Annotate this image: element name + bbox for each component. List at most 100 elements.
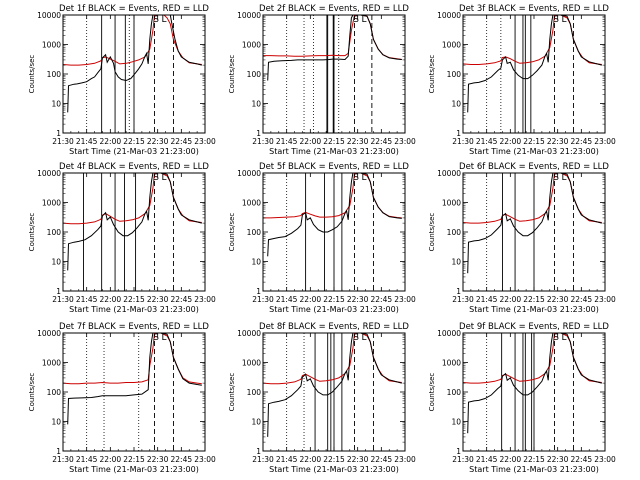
y-tick-label: 100 xyxy=(47,70,62,79)
y-tick-label: 10 xyxy=(451,100,461,109)
y-tick-label: 1 xyxy=(56,129,61,138)
y-tick-label: 1 xyxy=(256,447,261,456)
marker-label: L xyxy=(561,333,566,343)
y-axis-label: Counts/sec xyxy=(28,55,36,94)
y-tick-label: 1 xyxy=(456,447,461,456)
x-tick-label: 22:30 xyxy=(547,295,569,304)
x-tick-label: 21:45 xyxy=(476,455,498,464)
x-tick-label: 22:30 xyxy=(347,455,369,464)
y-tick-label: 10 xyxy=(251,100,261,109)
x-tick-label: 22:45 xyxy=(171,455,193,464)
y-tick-label: 1 xyxy=(56,447,61,456)
y-tick-label: 10000 xyxy=(437,11,461,20)
x-tick-label: 22:00 xyxy=(500,295,522,304)
marker-label: L xyxy=(161,173,166,183)
x-tick-label: 23:00 xyxy=(194,295,216,304)
x-tick-label: 21:45 xyxy=(76,295,98,304)
x-tick-label: 22:00 xyxy=(300,137,322,146)
y-tick-label: 100 xyxy=(447,228,462,237)
x-tick-label: 22:00 xyxy=(500,137,522,146)
x-tick-label: 21:30 xyxy=(252,137,274,146)
panel-title: Det 9f BLACK = Events, RED = LLD xyxy=(459,322,609,332)
x-tick-label: 22:45 xyxy=(171,137,193,146)
y-tick-label: 10000 xyxy=(237,329,261,338)
x-tick-label: 22:15 xyxy=(123,455,145,464)
y-tick-label: 10000 xyxy=(37,169,61,178)
marker-label: S xyxy=(353,15,359,25)
x-tick-label: 21:30 xyxy=(52,455,74,464)
x-tick-label: 23:00 xyxy=(594,137,616,146)
x-axis-label: Start Time (21-Mar-03 21:23:00) xyxy=(469,147,599,156)
marker-label: S xyxy=(553,333,559,343)
y-axis-label: Counts/sec xyxy=(428,373,436,412)
x-tick-label: 21:30 xyxy=(452,295,474,304)
y-tick-label: 100 xyxy=(247,388,262,397)
marker-label: S xyxy=(353,333,359,343)
y-tick-label: 100 xyxy=(47,228,62,237)
marker-label: S xyxy=(553,173,559,183)
x-tick-label: 21:45 xyxy=(276,295,298,304)
marker-label: S xyxy=(153,173,159,183)
plot-area xyxy=(263,15,402,133)
y-tick-label: 1000 xyxy=(42,199,61,208)
x-tick-label: 21:45 xyxy=(476,295,498,304)
x-tick-label: 22:15 xyxy=(323,455,345,464)
marker-label: L xyxy=(561,173,566,183)
x-tick-label: 21:45 xyxy=(276,137,298,146)
y-tick-label: 100 xyxy=(47,388,62,397)
x-tick-label: 21:30 xyxy=(52,295,74,304)
x-tick-label: 22:45 xyxy=(371,137,393,146)
x-tick-label: 23:00 xyxy=(194,455,216,464)
x-tick-label: 21:30 xyxy=(252,295,274,304)
panel-title: Det 2f BLACK = Events, RED = LLD xyxy=(259,4,409,14)
x-tick-label: 22:45 xyxy=(571,295,593,304)
y-axis-label: Counts/sec xyxy=(28,213,36,252)
plot-area xyxy=(463,173,602,291)
x-tick-label: 22:00 xyxy=(500,455,522,464)
x-axis-label: Start Time (21-Mar-03 21:23:00) xyxy=(69,147,199,156)
plot-area xyxy=(263,173,402,291)
panel-title: Det 3f BLACK = Events, RED = LLD xyxy=(459,4,609,14)
x-tick-label: 22:45 xyxy=(571,455,593,464)
y-tick-label: 1000 xyxy=(242,359,261,368)
panel-title: Det 4f BLACK = Events, RED = LLD xyxy=(59,162,209,172)
y-axis-label: Counts/sec xyxy=(28,373,36,412)
x-tick-label: 22:30 xyxy=(547,137,569,146)
panel-title: Det 1f BLACK = Events, RED = LLD xyxy=(59,4,209,14)
x-axis-label: Start Time (21-Mar-03 21:23:00) xyxy=(269,147,399,156)
y-tick-label: 1000 xyxy=(242,199,261,208)
y-tick-label: 10 xyxy=(451,418,461,427)
y-tick-label: 10000 xyxy=(237,169,261,178)
x-axis-label: Start Time (21-Mar-03 21:23:00) xyxy=(269,465,399,474)
x-tick-label: 22:45 xyxy=(571,137,593,146)
x-tick-label: 22:15 xyxy=(523,295,545,304)
y-tick-label: 10 xyxy=(51,258,61,267)
x-tick-label: 22:00 xyxy=(100,455,122,464)
panel-title: Det 5f BLACK = Events, RED = LLD xyxy=(259,162,409,172)
y-tick-label: 1 xyxy=(456,287,461,296)
x-tick-label: 22:15 xyxy=(323,137,345,146)
x-tick-label: 22:00 xyxy=(300,455,322,464)
y-tick-label: 1 xyxy=(56,287,61,296)
y-tick-label: 1000 xyxy=(42,359,61,368)
y-tick-label: 10 xyxy=(51,100,61,109)
plot-area xyxy=(263,333,402,451)
y-tick-label: 100 xyxy=(247,228,262,237)
x-tick-label: 22:45 xyxy=(371,455,393,464)
plot-area xyxy=(463,15,602,133)
y-tick-label: 10000 xyxy=(437,169,461,178)
y-tick-label: 1000 xyxy=(442,41,461,50)
x-axis-label: Start Time (21-Mar-03 21:23:00) xyxy=(69,465,199,474)
x-tick-label: 23:00 xyxy=(394,295,416,304)
y-axis-label: Counts/sec xyxy=(228,213,236,252)
x-tick-label: 21:45 xyxy=(476,137,498,146)
y-tick-label: 1000 xyxy=(42,41,61,50)
x-tick-label: 23:00 xyxy=(394,455,416,464)
